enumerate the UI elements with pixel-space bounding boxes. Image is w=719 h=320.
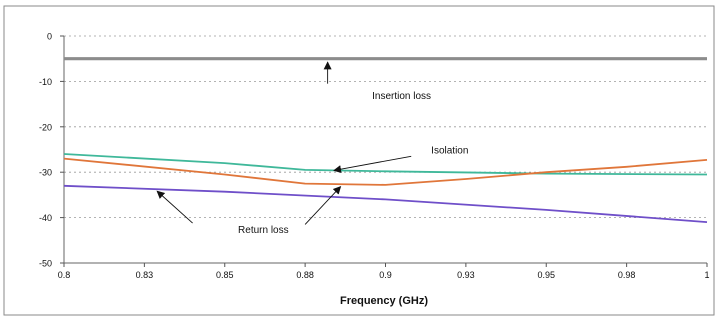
y-tick-label: -40 [39, 213, 52, 223]
series-line-return-loss [63, 184, 708, 223]
x-tick-label: 0.88 [296, 270, 314, 280]
annotation-label-return-loss: Return loss [238, 225, 289, 236]
annotation-arrow-isolation [333, 155, 412, 174]
x-axis-ticks: 0.8 0.83 0.85 0.88 0.9 0.93 0.95 0.98 1 [58, 263, 710, 280]
chart-border [3, 5, 715, 316]
annotation-label-isolation: Isolation [431, 146, 468, 157]
y-tick-label: -50 [39, 259, 52, 269]
x-tick-label: 0.8 [58, 270, 71, 280]
y-tick-label: -20 [39, 122, 52, 132]
series-group [63, 57, 708, 223]
annotations: Insertion loss Isolation Return loss [156, 61, 468, 236]
series-line-isolation [63, 153, 708, 176]
x-tick-label: 0.85 [216, 270, 234, 280]
y-axis-ticks: 0 -10 -20 -30 -40 -50 [39, 32, 64, 269]
x-tick-label: 1 [704, 270, 709, 280]
x-tick-label: 0.83 [136, 270, 154, 280]
x-axis-label: Frequency (GHz) [340, 295, 428, 307]
y-tick-label: -10 [39, 77, 52, 87]
annotation-label-insertion-loss: Insertion loss [372, 91, 431, 102]
series-line-return-loss [63, 157, 708, 186]
y-tick-label: -30 [39, 168, 52, 178]
annotation-arrow-return-loss [156, 190, 193, 224]
x-tick-label: 0.93 [457, 270, 475, 280]
y-tick-label: 0 [47, 32, 52, 42]
x-tick-label: 0.9 [379, 270, 392, 280]
x-tick-label: 0.98 [618, 270, 636, 280]
x-tick-label: 0.95 [537, 270, 555, 280]
annotation-arrow-return-loss [304, 185, 342, 225]
